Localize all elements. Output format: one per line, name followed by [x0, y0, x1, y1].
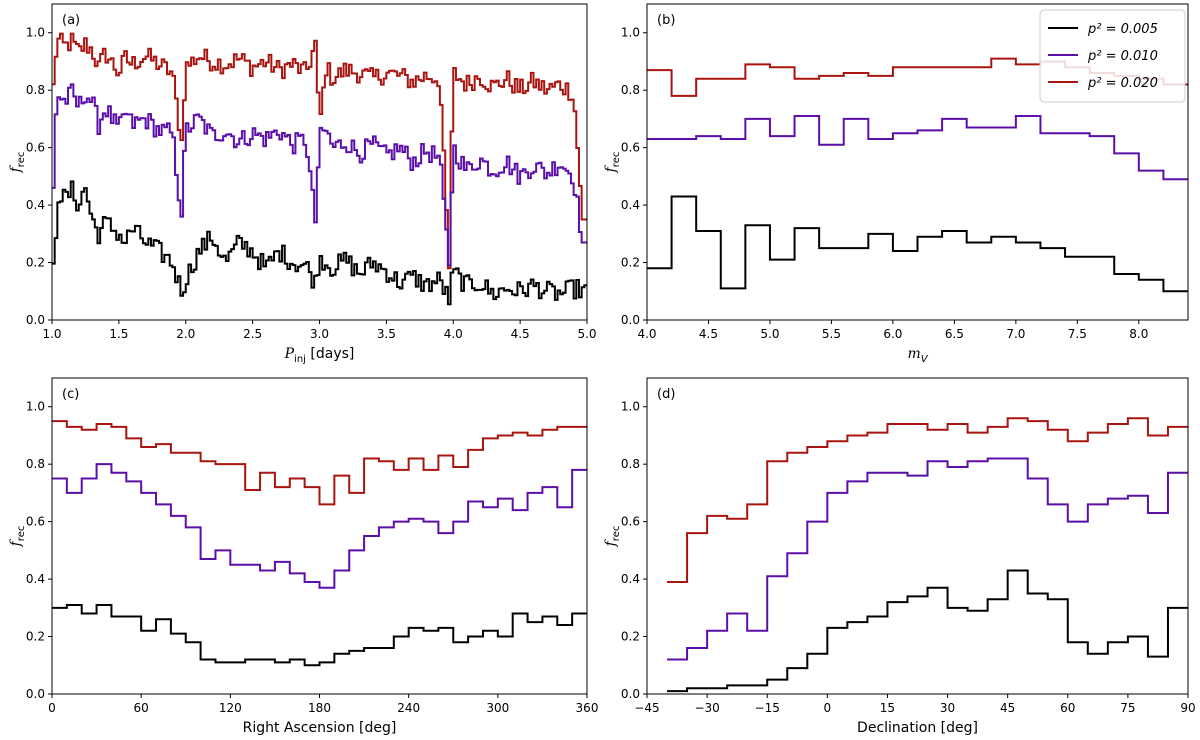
x-tick-label: 15	[880, 701, 895, 715]
x-tick-label: −15	[755, 701, 780, 715]
y-tick-label: 0.2	[621, 256, 640, 270]
x-tick-label: 1.0	[42, 327, 61, 341]
legend-entry-label: p² = 0.010	[1087, 49, 1158, 64]
x-tick-label: 45	[1000, 701, 1015, 715]
x-tick-label: −45	[634, 701, 659, 715]
y-tick-label: 0.8	[26, 457, 45, 471]
x-tick-label: 300	[486, 701, 509, 715]
y-tick-label: 0.2	[26, 256, 45, 270]
y-axis-label: frec	[8, 526, 27, 548]
y-tick-label: 0.0	[26, 313, 45, 327]
y-tick-label: 1.0	[621, 400, 640, 414]
y-tick-label: 0.0	[26, 687, 45, 701]
x-tick-label: 8.0	[1129, 327, 1148, 341]
x-tick-label: 5.0	[760, 327, 779, 341]
x-axis-label: mV	[907, 346, 928, 365]
x-tick-label: 360	[576, 701, 599, 715]
x-tick-label: −30	[694, 701, 719, 715]
x-tick-label: 7.0	[1006, 327, 1025, 341]
y-tick-label: 1.0	[26, 26, 45, 40]
series-line-0.020	[52, 420, 587, 506]
x-axis-label: Right Ascension [deg]	[243, 720, 397, 736]
series-line-0.020	[52, 32, 587, 270]
y-tick-label: 0.4	[621, 572, 640, 586]
y-axis-label: frec	[603, 526, 622, 548]
y-tick-label: 0.0	[621, 313, 640, 327]
y-tick-label: 0.6	[26, 141, 45, 155]
legend-entry-label: p² = 0.005	[1087, 22, 1158, 37]
y-axis-label: frec	[8, 152, 27, 174]
x-tick-label: 4.5	[699, 327, 718, 341]
y-tick-label: 0.2	[621, 630, 640, 644]
axes-frame	[646, 3, 1189, 321]
series-line-0.010	[647, 115, 1188, 181]
x-tick-label: 6.5	[945, 327, 964, 341]
y-tick-label: 1.0	[26, 400, 45, 414]
x-tick-label: 7.5	[1068, 327, 1087, 341]
x-tick-label: 3.0	[310, 327, 329, 341]
x-tick-label: 5.0	[577, 327, 596, 341]
y-tick-label: 0.6	[621, 141, 640, 155]
x-tick-label: 4.0	[637, 327, 656, 341]
x-tick-label: 60	[134, 701, 149, 715]
series-line-0.005	[667, 569, 1188, 693]
legend-entry-label: p² = 0.020	[1087, 76, 1158, 91]
legend-box	[1039, 9, 1186, 103]
series-line-0.010	[667, 457, 1188, 661]
x-axis-label: Declination [deg]	[857, 720, 978, 736]
panel-c: 0 60 120 180 240 300 360 0.0 0.2 0.4 0.6 0.8 1.0 (c) f…	[8, 377, 599, 736]
x-tick-label: 2.5	[243, 327, 262, 341]
y-tick-label: 1.0	[621, 26, 640, 40]
y-tick-label: 0.2	[26, 630, 45, 644]
panel-b: 4.0 4.5 5.0 5.5 6.0 6.5 7.0 7.5 8.0 0.0 0.2 0.4 0.6 0…	[603, 3, 1189, 365]
x-tick-label: 5.5	[822, 327, 841, 341]
series-line-0.005	[647, 195, 1188, 293]
panel-d: −45 −30 −15 0 15 30 45 60 75 90 0.0 0.2 0.4 0.6 0.8 1.0…	[603, 377, 1196, 736]
y-tick-label: 0.4	[26, 198, 45, 212]
x-tick-label: 4.0	[444, 327, 463, 341]
x-tick-label: 1.5	[109, 327, 128, 341]
panel-label: (d)	[657, 387, 675, 402]
x-tick-label: 0	[824, 701, 832, 715]
series-line-0.020	[667, 417, 1188, 583]
panel-label: (a)	[62, 13, 80, 28]
x-tick-label: 3.5	[377, 327, 396, 341]
y-axis-label: frec	[603, 152, 622, 174]
x-tick-label: 75	[1120, 701, 1135, 715]
x-tick-label: 180	[308, 701, 331, 715]
x-axis-label: Pinj [days]	[284, 346, 355, 365]
series-line-0.010	[52, 83, 587, 267]
x-tick-label: 120	[219, 701, 242, 715]
y-tick-label: 0.6	[621, 515, 640, 529]
panel-label: (c)	[62, 387, 79, 402]
y-tick-label: 0.4	[26, 572, 45, 586]
series-line-0.005	[52, 603, 587, 667]
y-tick-label: 0.8	[621, 83, 640, 97]
x-tick-label: 0	[48, 701, 56, 715]
y-tick-label: 0.8	[26, 83, 45, 97]
x-tick-label: 240	[397, 701, 420, 715]
panel-a: 1.0 1.5 2.0 2.5 3.0 3.5 4.0 4.5 5.0 0.0 0.2 0.4 0.6 0…	[8, 3, 597, 365]
series-line-0.005	[52, 180, 587, 306]
x-tick-label: 2.0	[176, 327, 195, 341]
panel-label: (b)	[657, 13, 675, 28]
x-tick-label: 4.5	[511, 327, 530, 341]
axes-frame	[51, 377, 588, 695]
x-tick-label: 60	[1060, 701, 1075, 715]
x-tick-label: 6.0	[883, 327, 902, 341]
y-tick-label: 0.4	[621, 198, 640, 212]
y-tick-label: 0.6	[26, 515, 45, 529]
y-tick-label: 0.0	[621, 687, 640, 701]
series-line-0.010	[52, 463, 587, 589]
x-tick-label: 90	[1180, 701, 1195, 715]
axes-frame	[646, 377, 1189, 695]
y-tick-label: 0.8	[621, 457, 640, 471]
x-tick-label: 30	[940, 701, 955, 715]
legend: p² = 0.005 p² = 0.010 p² = 0.020	[1039, 9, 1186, 103]
